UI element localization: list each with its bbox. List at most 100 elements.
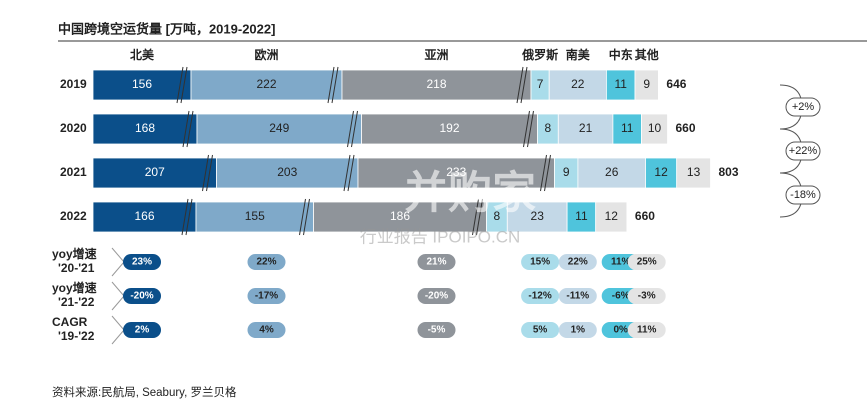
axis-break <box>347 110 358 148</box>
growth-pill <box>247 288 286 304</box>
bar-segment <box>195 201 314 233</box>
bar-segment <box>676 157 711 189</box>
legend-label: 其他 <box>635 47 659 62</box>
change-label: +22% <box>789 145 818 157</box>
growth-label: 11% <box>611 257 631 268</box>
total-label: 646 <box>666 77 686 91</box>
growth-label: -17% <box>255 291 278 302</box>
row-label: 2021 <box>60 165 87 179</box>
bar-segment <box>196 113 362 145</box>
segment-label: 222 <box>256 77 276 91</box>
growth-label: 22% <box>256 257 276 268</box>
axis-break <box>540 154 551 192</box>
segment-label: 7 <box>537 77 544 91</box>
row-label: 2020 <box>60 121 87 135</box>
segment-label: 203 <box>277 165 297 179</box>
watermark: 行业报告 IPOIPO.CN <box>360 227 521 246</box>
segment-label: 12 <box>654 165 668 179</box>
growth-pill <box>247 254 286 270</box>
segment-label: 249 <box>269 121 289 135</box>
segment-label: 186 <box>390 209 410 223</box>
growth-pill <box>558 254 597 270</box>
segment-label: 11 <box>614 77 627 91</box>
segment-label: 23 <box>531 209 545 223</box>
growth-label: -6% <box>612 291 630 302</box>
segment-label: 168 <box>135 121 155 135</box>
growth-pill <box>558 288 597 304</box>
bar-segment <box>595 201 628 233</box>
growth-pill <box>417 254 456 270</box>
growth-row-label: '21-'22 <box>58 295 95 309</box>
row-chevron <box>111 281 125 311</box>
watermark: 并购家 <box>404 169 536 218</box>
growth-pill <box>627 254 666 270</box>
row-chevron <box>111 315 125 345</box>
segment-label: 9 <box>563 165 570 179</box>
segment-label: 155 <box>245 209 265 223</box>
bar-segment <box>634 69 659 101</box>
segment-label: 13 <box>687 165 701 179</box>
change-label: +2% <box>792 101 815 113</box>
growth-pill <box>123 322 161 338</box>
change-pill <box>785 185 821 205</box>
axis-break <box>182 110 194 148</box>
segment-label: 22 <box>571 77 585 91</box>
growth-row-label: '20-'21 <box>58 261 95 275</box>
growth-label: 2% <box>135 325 150 336</box>
growth-pill <box>521 254 560 270</box>
growth-label: 1% <box>571 325 586 336</box>
source: 资料来源:民航局, Seabury, 罗兰贝格 <box>52 385 237 399</box>
legend-label: 北美 <box>130 47 155 62</box>
axis-break <box>299 198 310 236</box>
segment-label: 166 <box>134 209 154 223</box>
growth-label: -3% <box>638 291 656 302</box>
bar-segment <box>357 157 555 189</box>
segment-label: 233 <box>446 165 466 179</box>
bar-segment <box>190 69 343 101</box>
growth-label: -5% <box>428 325 446 336</box>
growth-pill <box>247 322 286 338</box>
growth-pill <box>123 254 161 270</box>
segment-label: 8 <box>494 209 501 223</box>
bar-segment <box>341 69 532 101</box>
bar-segment <box>548 69 607 101</box>
growth-pill <box>521 288 560 304</box>
segment-label: 11 <box>575 209 588 223</box>
axis-break <box>327 66 339 104</box>
growth-label: 0% <box>613 325 628 336</box>
segment-label: 8 <box>545 121 552 135</box>
segment-label: 10 <box>648 121 662 135</box>
growth-pill <box>417 288 456 304</box>
segment-label: 218 <box>426 77 446 91</box>
bar-segment <box>577 157 646 189</box>
bar-segment <box>566 201 597 233</box>
growth-pill <box>627 288 666 304</box>
growth-label: 22% <box>568 257 588 268</box>
bar-segment <box>216 157 359 189</box>
change-pill <box>785 141 821 161</box>
growth-label: 4% <box>259 325 274 336</box>
bar-segment <box>361 113 538 145</box>
axis-break <box>523 110 534 148</box>
bar-segment <box>92 201 197 233</box>
growth-label: 25% <box>637 257 657 268</box>
growth-row-label: yoy增速 <box>52 280 97 295</box>
total-label: 803 <box>719 165 739 179</box>
growth-pill <box>521 322 560 338</box>
change-pill <box>785 97 821 117</box>
legend-label: 中东 <box>609 47 633 62</box>
growth-row-label: yoy增速 <box>52 246 97 261</box>
growth-pill <box>123 288 161 304</box>
growth-label: 23% <box>132 257 152 268</box>
growth-label: 5% <box>533 325 548 336</box>
axis-break <box>516 66 528 104</box>
axis-break <box>472 198 483 236</box>
legend-label: 欧洲 <box>254 47 278 62</box>
growth-pill <box>558 322 597 338</box>
segment-label: 207 <box>145 165 165 179</box>
segment-label: 156 <box>132 77 152 91</box>
axis-break <box>343 154 355 192</box>
growth-label: -20% <box>425 291 448 302</box>
growth-pill <box>627 322 666 338</box>
bar-segment <box>92 113 198 145</box>
